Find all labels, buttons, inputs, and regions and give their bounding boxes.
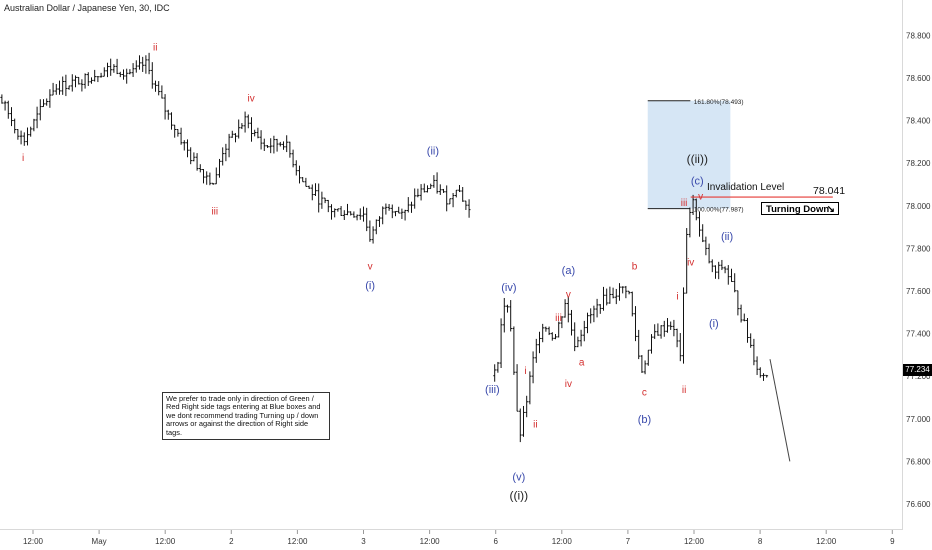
projection-line [769, 359, 791, 462]
turning-down-tag: Turning Down ↘ [761, 202, 839, 215]
wave-label: v [698, 191, 703, 202]
x-tick-label: 12:00 [287, 537, 308, 546]
wave-label: a [579, 358, 585, 369]
y-tick-label: 78.000 [906, 202, 931, 211]
ohlc-bars [0, 52, 769, 443]
wave-label: i [676, 292, 678, 303]
x-tick-label: 12:00 [420, 537, 441, 546]
blue-target-box [647, 100, 731, 209]
fib-label: 161.80%(78.493) [694, 99, 744, 106]
y-tick-label: 77.200 [906, 372, 931, 381]
wave-label: (iv) [501, 282, 516, 294]
y-tick-label: 77.800 [906, 244, 931, 253]
y-tick-label: 77.400 [906, 330, 931, 339]
x-tick-label: 9 [890, 537, 895, 546]
current-price-tag: 77.234 [903, 364, 932, 376]
wave-label: (ii) [427, 146, 439, 158]
x-tick-label: 12:00 [816, 537, 837, 546]
turning-label: Turning Down [766, 204, 830, 215]
wave-label: i [524, 366, 526, 377]
wave-label: (c) [691, 176, 704, 188]
wave-label: v [368, 262, 373, 273]
x-tick-label: 12:00 [684, 537, 705, 546]
wave-label: b [632, 262, 638, 273]
x-tick-label: 12:00 [23, 537, 44, 546]
x-tick-label: 7 [626, 537, 631, 546]
wave-label: iii [681, 198, 688, 209]
x-tick-label: 6 [493, 537, 498, 546]
invalidation-value: 78.041 [813, 185, 845, 197]
y-tick-label: 76.800 [906, 457, 931, 466]
wave-label: iii [555, 313, 562, 324]
time-axis-border [0, 529, 903, 530]
wave-label: iv [248, 93, 255, 104]
wave-label: (a) [562, 265, 575, 277]
x-tick-label: 8 [758, 537, 763, 546]
wave-label: ((ii)) [687, 152, 708, 166]
wave-label: ((i)) [510, 489, 529, 503]
y-tick-label: 77.600 [906, 287, 931, 296]
wave-label: (v) [512, 472, 525, 484]
arrow-down-right-icon: ↘ [826, 204, 835, 215]
invalidation-label: Invalidation Level [707, 182, 784, 193]
fib-levels: 161.80%(78.493) 100.00%(77.987) [647, 99, 744, 214]
x-tick-label: 2 [229, 537, 234, 546]
wave-label: ii [682, 385, 686, 396]
wave-label: (iii) [485, 384, 500, 396]
chart-title: Australian Dollar / Japanese Yen, 30, ID… [4, 3, 170, 13]
wave-label: (i) [709, 318, 719, 330]
wave-label: (i) [365, 280, 375, 292]
x-tick-label: 12:00 [155, 537, 176, 546]
x-tick-label: 3 [361, 537, 366, 546]
y-tick-label: 76.600 [906, 500, 931, 509]
wave-label: iv [687, 257, 694, 268]
wave-label: i [22, 153, 24, 164]
wave-label: v [566, 289, 571, 300]
fib-label: 100.00%(77.987) [694, 207, 744, 214]
y-tick-label: 78.800 [906, 31, 931, 40]
wave-label: (b) [638, 414, 651, 426]
wave-label: c [642, 387, 647, 398]
price-axis-border [902, 0, 903, 530]
y-tick-label: 78.600 [906, 74, 931, 83]
y-tick-label: 78.400 [906, 117, 931, 126]
wave-label: iv [565, 379, 572, 390]
y-tick-label: 78.200 [906, 159, 931, 168]
time-axis: 12:00 May 12:00 2 12:00 3 12:00 6 12:00 7 12:00 8 12… [23, 530, 895, 546]
wave-label: iii [211, 206, 218, 217]
wave-label: ii [533, 419, 537, 430]
price-axis: 78.800 78.600 78.400 78.200 78.000 77.800 77.6… [906, 31, 931, 509]
x-tick-label: May [92, 537, 107, 546]
y-tick-label: 77.000 [906, 415, 931, 424]
wave-label: ii [153, 42, 157, 53]
x-tick-label: 12:00 [552, 537, 573, 546]
wave-labels: iiiiviiiv(i)(ii)(iv)(iii)(v)((i))iiiiii(… [22, 42, 733, 502]
disclaimer-box: We prefer to trade only in direction of … [162, 392, 330, 441]
wave-label: (ii) [721, 231, 733, 243]
